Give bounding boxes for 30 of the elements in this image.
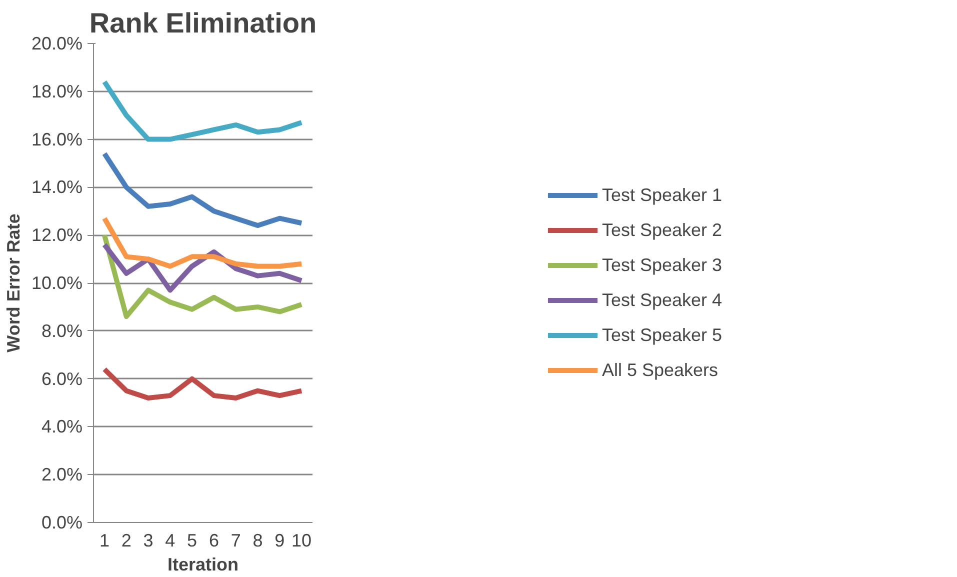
- x-tick-label: 2: [121, 530, 132, 550]
- legend-label: All 5 Speakers: [602, 360, 718, 380]
- y-tick-label: 0.0%: [41, 512, 83, 532]
- y-tick-label: 6.0%: [41, 368, 83, 389]
- x-tick-label: 8: [252, 530, 263, 550]
- legend-label: Test Speaker 5: [602, 324, 722, 346]
- legend-label: Test Speaker 4: [602, 290, 722, 310]
- x-tick-label: 3: [143, 530, 154, 550]
- chart-title: Rank Elimination: [89, 8, 317, 38]
- x-tick-label: 1: [99, 530, 110, 550]
- legend-label: Test Speaker 1: [602, 184, 722, 206]
- x-axis-title: Iteration: [167, 554, 239, 574]
- y-tick-label: 8.0%: [41, 320, 83, 341]
- x-tick-label: 6: [208, 530, 219, 550]
- y-tick-label: 2.0%: [41, 464, 83, 485]
- y-tick-label: 16.0%: [31, 129, 83, 150]
- x-tick-label: 5: [187, 530, 198, 550]
- y-axis-title: Word Error Rate: [3, 214, 24, 352]
- y-tick-label: 14.0%: [31, 177, 83, 198]
- legend-label: Test Speaker 3: [602, 254, 722, 276]
- x-tick-label: 4: [165, 530, 176, 550]
- y-tick-label: 12.0%: [31, 225, 83, 246]
- y-tick-label: 4.0%: [41, 416, 83, 437]
- x-tick-label: 9: [274, 530, 285, 550]
- x-tick-label: 7: [230, 530, 241, 550]
- y-tick-label: 10.0%: [31, 273, 83, 293]
- y-tick-label: 20.0%: [31, 34, 83, 54]
- y-tick-label: 18.0%: [31, 81, 83, 102]
- x-tick-label: 10: [292, 530, 312, 550]
- legend-label: Test Speaker 2: [602, 220, 722, 240]
